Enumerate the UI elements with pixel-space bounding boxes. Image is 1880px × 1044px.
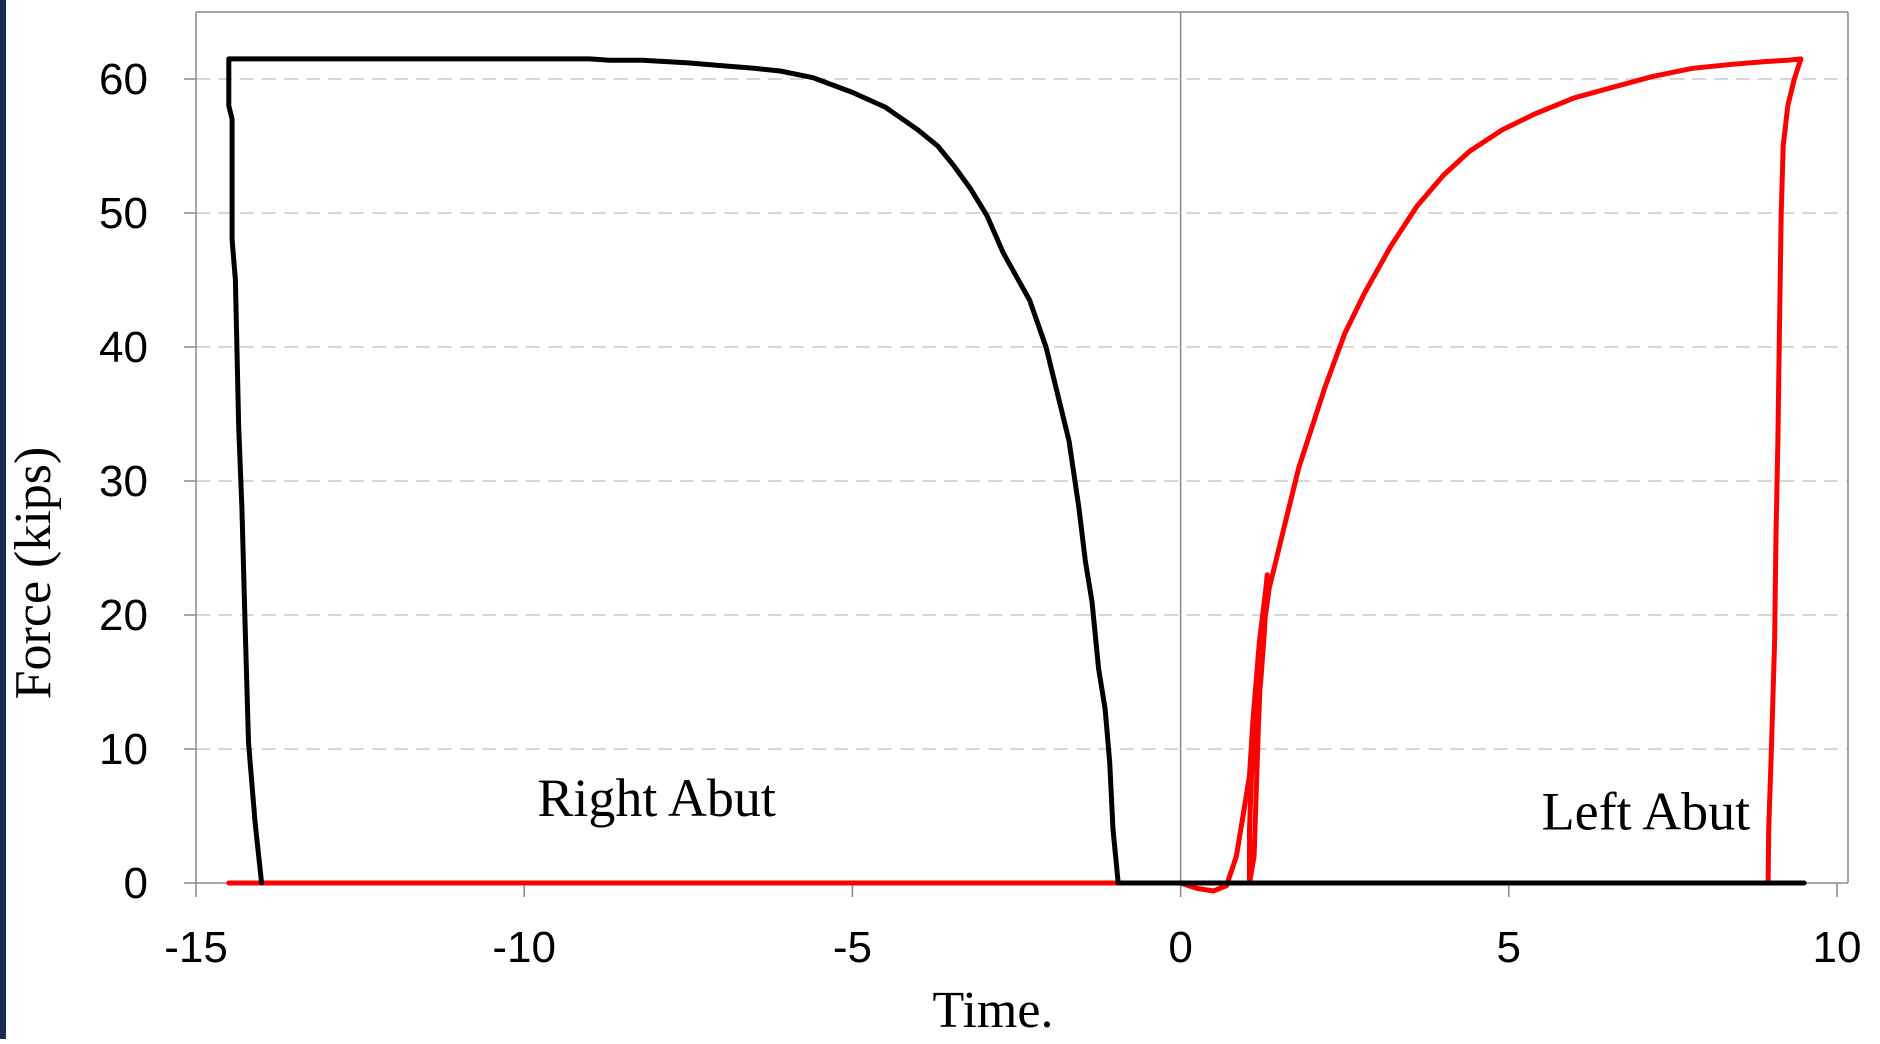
series-line-1: [226, 56, 1804, 894]
y-tick-label: 40: [99, 323, 148, 372]
slide-edge-bar: [0, 0, 6, 1039]
y-tick-label: 30: [99, 457, 148, 506]
x-axis-title: Time.: [933, 982, 1054, 1039]
y-tick-label: 10: [99, 725, 148, 774]
x-tick-label: 5: [1497, 923, 1521, 972]
y-tick-label: 0: [124, 859, 148, 908]
annotations: Right Abut Left Abut: [537, 768, 1750, 841]
x-tick-label: -10: [492, 923, 556, 972]
y-axis-title: Force (kips): [5, 447, 62, 700]
x-tick-label: -5: [833, 923, 872, 972]
y-tick-label: 50: [99, 189, 148, 238]
data-series: [226, 56, 1807, 894]
axes: [184, 11, 1849, 897]
y-tick-label: 20: [99, 591, 148, 640]
x-tick-label: 0: [1168, 923, 1192, 972]
x-tick-label: -15: [164, 923, 228, 972]
annotation-label-0: Right Abut: [537, 768, 776, 828]
x-tick-label: 10: [1813, 923, 1862, 972]
series-line-0: [226, 56, 1807, 886]
tick-labels: 0 10 20 30 40 50 60 -15 -10 -5 0 5 10: [99, 55, 1861, 972]
annotation-label-1: Left Abut: [1542, 781, 1750, 841]
y-tick-label: 60: [99, 55, 148, 104]
gridlines: [196, 78, 1848, 750]
